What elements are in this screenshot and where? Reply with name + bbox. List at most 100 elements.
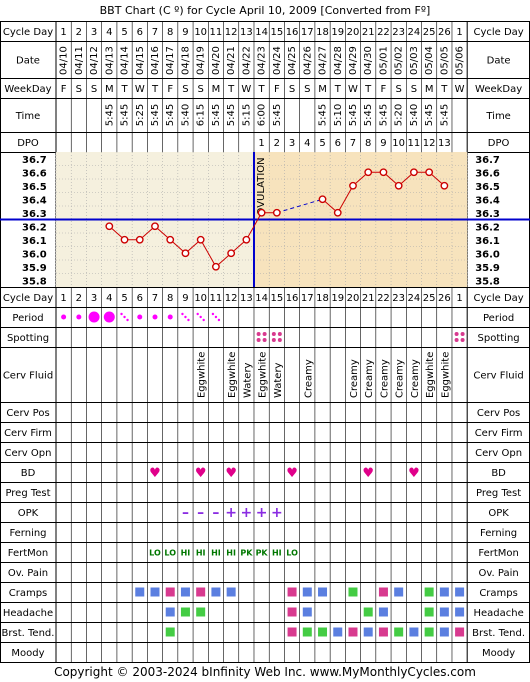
days-cell: 25: [423, 27, 436, 38]
days-cell: 15: [270, 27, 283, 38]
weekdays-cell: S: [304, 84, 310, 95]
row-label-right: Cerv Pos: [477, 408, 520, 419]
cerv-fluid-cell: Creamy: [349, 359, 360, 398]
row-label-right: DPO: [488, 138, 510, 149]
opk-positive: +: [256, 505, 268, 521]
y-tick-label-right: 36.6: [475, 168, 500, 179]
brst_tend-marker: [165, 627, 175, 637]
temperature-point: [440, 181, 449, 190]
bd-heart-icon: ♥: [408, 466, 420, 481]
dates-cell: 05/06: [455, 46, 466, 75]
temperature-point: [333, 208, 342, 217]
dates-cell: 04/29: [348, 46, 359, 75]
row-label-right: BD: [491, 468, 506, 479]
row-label-right: Cycle Day: [473, 27, 523, 38]
dates-cell: 05/01: [378, 46, 389, 75]
dpo-cell: 3: [289, 138, 295, 149]
opk-positive: +: [225, 505, 237, 521]
dates-cell: 04/28: [333, 46, 344, 75]
row-label-left: WeekDay: [4, 84, 51, 95]
y-tick-label-right: 35.9: [475, 263, 500, 274]
days-cell: 5: [121, 293, 127, 304]
cramps-marker: [394, 587, 404, 597]
dpo-cell: 7: [350, 138, 356, 149]
days-cell: 3: [91, 293, 97, 304]
fertmon-cell: LO: [286, 549, 298, 558]
days-cell: 1: [456, 293, 462, 304]
weekdays-cell: T: [227, 84, 235, 95]
brst_tend-marker: [318, 627, 328, 637]
row-label-left: Ov. Pain: [8, 568, 48, 579]
times-cell: 5:45: [318, 104, 329, 126]
times-cell: 5:45: [272, 104, 283, 126]
fertmon-cell: PK: [240, 549, 253, 558]
days-cell: 20: [347, 293, 360, 304]
cramps-marker: [196, 587, 206, 597]
period-spot: [214, 315, 218, 319]
spotting-dot: [460, 332, 465, 336]
headache-marker: [287, 607, 297, 617]
row-label-right: Cycle Day: [473, 293, 523, 304]
brst_tend-marker: [302, 627, 312, 637]
cerv-fluid-cell: Creamy: [379, 359, 390, 398]
times-cell: 5:45: [348, 104, 359, 126]
row-label-left: Cycle Day: [3, 27, 53, 38]
times-cell: 5:45: [120, 104, 131, 126]
cramps-marker: [318, 587, 328, 597]
headache-marker: [165, 607, 175, 617]
dates-cell: 04/27: [318, 46, 329, 75]
cramps-marker: [439, 587, 449, 597]
y-tick-label-left: 35.8: [22, 276, 47, 287]
brst_tend-marker: [348, 627, 358, 637]
cramps-marker: [226, 587, 236, 597]
days-cell: 26: [438, 27, 451, 38]
dpo-cell: 2: [274, 138, 280, 149]
opk-negative: –: [182, 505, 189, 521]
times-cell: 5:10: [333, 104, 344, 126]
cerv-fluid-cell: Creamy: [395, 359, 406, 398]
dates-cell: 04/20: [211, 46, 222, 75]
fertmon-cell: PK: [256, 549, 269, 558]
times-cell: 5:45: [211, 104, 222, 126]
fertmon-cell: LO: [164, 549, 176, 558]
row-label-right: Cerv Opn: [475, 448, 522, 459]
row-label-left: Cycle Day: [3, 293, 53, 304]
temperature-point: [166, 235, 175, 244]
spotting-dot: [454, 332, 459, 336]
cramps-marker: [165, 587, 175, 597]
temperature-point: [242, 235, 251, 244]
times-cell: 5:40: [409, 104, 420, 126]
ovulation-label: OVULATION: [256, 157, 267, 215]
days-cell: 4: [106, 293, 112, 304]
days-cell: 21: [362, 27, 375, 38]
dpo-cell: 1: [258, 138, 264, 149]
temperature-point: [181, 249, 190, 258]
dates-cell: 04/12: [89, 46, 100, 75]
row-label-right: Spotting: [478, 333, 520, 344]
temperature-point: [227, 249, 236, 258]
y-tick-label-right: 36.3: [475, 209, 500, 220]
times-cell: 5:45: [363, 104, 374, 126]
days-cell: 9: [182, 293, 188, 304]
cramps-marker: [150, 587, 160, 597]
weekdays-cell: T: [364, 84, 372, 95]
dates-cell: 04/23: [257, 46, 268, 75]
cerv-fluid-cell: Watery: [273, 362, 284, 398]
row-label-left: Cramps: [9, 588, 48, 599]
temperature-point: [379, 168, 388, 177]
days-cell: 8: [167, 27, 173, 38]
dates-cell: 04/24: [272, 46, 283, 75]
weekdays-cell: F: [61, 84, 67, 95]
spotting-dot: [262, 338, 267, 342]
days-cell: 2: [76, 293, 82, 304]
days-cell: 10: [194, 293, 207, 304]
row-label-left: DPO: [17, 138, 39, 149]
weekdays-cell: F: [274, 84, 280, 95]
y-tick-label-right: 36.1: [475, 236, 500, 247]
weekdays-cell: W: [455, 84, 465, 95]
row-label-right: Ov. Pain: [479, 568, 519, 579]
dpo-cell: 8: [365, 138, 371, 149]
dates-cell: 04/22: [241, 46, 252, 75]
bd-heart-icon: ♥: [362, 466, 374, 481]
days-cell: 13: [240, 293, 253, 304]
